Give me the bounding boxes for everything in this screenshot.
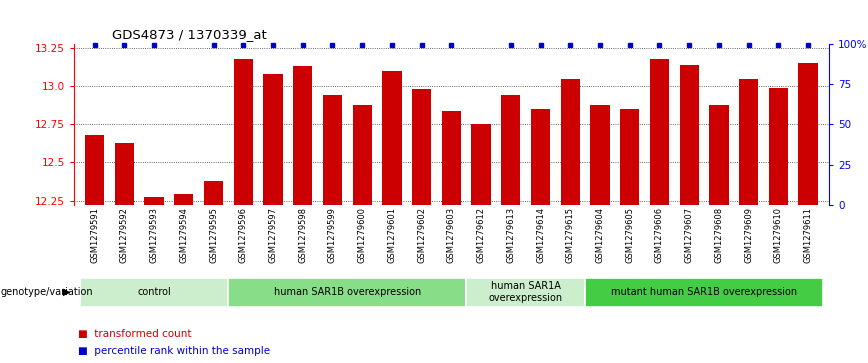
Text: control: control bbox=[137, 287, 171, 297]
Bar bbox=[531, 109, 550, 205]
Text: GSM1279594: GSM1279594 bbox=[180, 207, 188, 263]
Text: GSM1279595: GSM1279595 bbox=[209, 207, 218, 263]
Text: GSM1279605: GSM1279605 bbox=[625, 207, 635, 263]
Bar bbox=[650, 59, 669, 205]
Bar bbox=[620, 109, 640, 205]
Text: GSM1279609: GSM1279609 bbox=[744, 207, 753, 263]
Bar bbox=[466, 278, 585, 307]
Bar bbox=[174, 195, 194, 205]
Text: GSM1279615: GSM1279615 bbox=[566, 207, 575, 263]
Bar bbox=[471, 125, 490, 205]
Bar bbox=[680, 65, 699, 205]
Bar bbox=[323, 95, 342, 205]
Bar bbox=[561, 79, 580, 205]
Bar bbox=[85, 135, 104, 205]
Bar bbox=[739, 79, 759, 205]
Text: GSM1279613: GSM1279613 bbox=[506, 207, 516, 264]
Text: GSM1279608: GSM1279608 bbox=[714, 207, 723, 264]
Text: GSM1279597: GSM1279597 bbox=[268, 207, 278, 263]
Text: GSM1279598: GSM1279598 bbox=[299, 207, 307, 263]
Bar bbox=[293, 66, 312, 205]
Bar bbox=[228, 278, 466, 307]
Text: GSM1279603: GSM1279603 bbox=[447, 207, 456, 264]
Text: mutant human SAR1B overexpression: mutant human SAR1B overexpression bbox=[611, 287, 797, 297]
Text: ■  transformed count: ■ transformed count bbox=[78, 329, 192, 339]
Text: ▶: ▶ bbox=[62, 287, 70, 297]
Text: GSM1279606: GSM1279606 bbox=[655, 207, 664, 264]
Text: GSM1279614: GSM1279614 bbox=[536, 207, 545, 263]
Text: GSM1279601: GSM1279601 bbox=[387, 207, 397, 263]
Bar bbox=[233, 59, 253, 205]
Text: GSM1279599: GSM1279599 bbox=[328, 207, 337, 263]
Text: ■  percentile rank within the sample: ■ percentile rank within the sample bbox=[78, 346, 270, 356]
Bar bbox=[769, 88, 788, 205]
Text: human SAR1A
overexpression: human SAR1A overexpression bbox=[489, 281, 562, 303]
Text: GDS4873 / 1370339_at: GDS4873 / 1370339_at bbox=[111, 28, 266, 41]
Bar bbox=[590, 105, 609, 205]
Text: GSM1279604: GSM1279604 bbox=[595, 207, 604, 263]
Bar bbox=[382, 71, 402, 205]
Text: genotype/variation: genotype/variation bbox=[1, 287, 94, 297]
Text: GSM1279612: GSM1279612 bbox=[477, 207, 485, 263]
Text: GSM1279593: GSM1279593 bbox=[149, 207, 159, 263]
Bar bbox=[799, 64, 818, 205]
Text: GSM1279596: GSM1279596 bbox=[239, 207, 247, 263]
Bar bbox=[412, 89, 431, 205]
Bar bbox=[585, 278, 823, 307]
Bar bbox=[115, 143, 134, 205]
Text: GSM1279602: GSM1279602 bbox=[418, 207, 426, 263]
Bar bbox=[501, 95, 521, 205]
Text: GSM1279607: GSM1279607 bbox=[685, 207, 694, 264]
Bar bbox=[80, 278, 228, 307]
Bar bbox=[263, 74, 283, 205]
Bar bbox=[442, 111, 461, 205]
Text: GSM1279610: GSM1279610 bbox=[774, 207, 783, 263]
Text: GSM1279600: GSM1279600 bbox=[358, 207, 366, 263]
Bar bbox=[144, 197, 164, 205]
Text: GSM1279591: GSM1279591 bbox=[90, 207, 99, 263]
Text: GSM1279611: GSM1279611 bbox=[804, 207, 812, 263]
Bar bbox=[709, 105, 728, 205]
Text: human SAR1B overexpression: human SAR1B overexpression bbox=[273, 287, 421, 297]
Text: GSM1279592: GSM1279592 bbox=[120, 207, 128, 263]
Bar bbox=[352, 105, 372, 205]
Bar bbox=[204, 181, 223, 205]
